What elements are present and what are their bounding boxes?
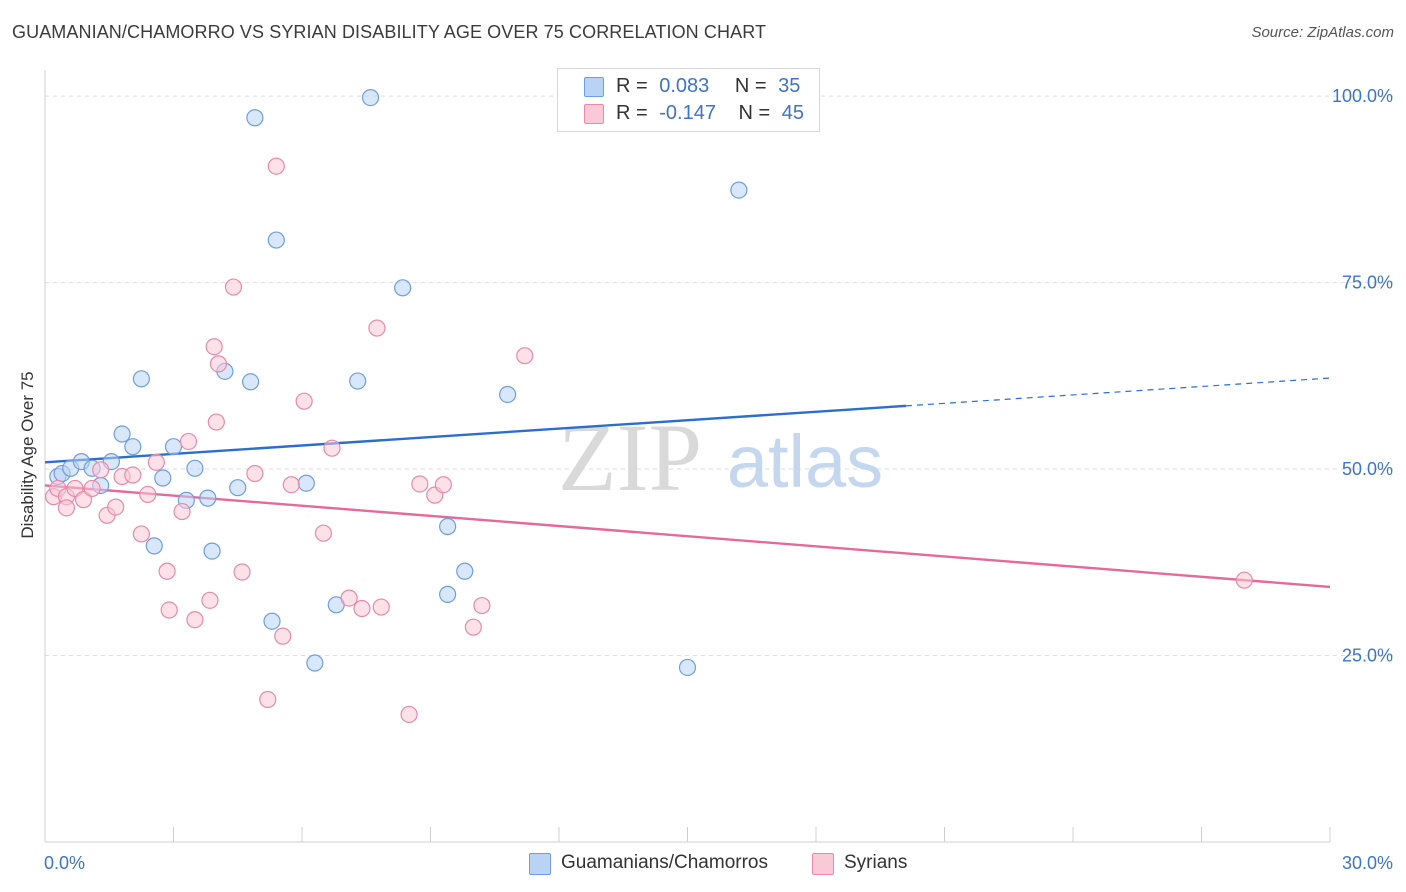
- point-syrian: [295, 392, 313, 410]
- point-syrian: [372, 598, 390, 616]
- data-points: [44, 88, 1253, 724]
- point-syrian: [147, 453, 165, 471]
- legend-n-value-1: 35: [778, 75, 801, 97]
- point-syrian: [132, 525, 150, 543]
- point-syrian: [246, 464, 264, 483]
- point-syrian: [160, 601, 178, 619]
- point-guamanian: [113, 425, 131, 443]
- point-guamanian: [124, 438, 142, 456]
- point-guamanian: [456, 562, 474, 580]
- point-guamanian: [164, 438, 183, 456]
- y-tick-label: 25.0%: [1342, 646, 1393, 666]
- correlation-legend: R = 0.083 N = 35 R = -0.147 N = 45: [557, 68, 820, 132]
- point-syrian: [57, 499, 76, 517]
- point-guamanian: [186, 459, 204, 477]
- point-guamanian: [246, 109, 264, 127]
- point-syrian: [368, 319, 386, 337]
- point-syrian: [267, 157, 285, 175]
- point-syrian: [139, 485, 157, 504]
- point-guamanian: [267, 231, 285, 249]
- series-label-syrians: Syrians: [844, 852, 908, 873]
- point-syrian: [282, 476, 300, 494]
- point-guamanian: [730, 181, 748, 199]
- series-label-guamanians: Guamanians/Chamorros: [561, 852, 768, 873]
- point-guamanian: [349, 372, 367, 390]
- legend-r-value-1: 0.083: [659, 75, 710, 97]
- point-guamanian: [132, 370, 150, 388]
- point-guamanian: [499, 385, 517, 404]
- point-guamanian: [394, 279, 412, 297]
- axes: [44, 70, 1331, 843]
- y-tick-label: 50.0%: [1342, 459, 1393, 479]
- watermark: ZIP atlas: [558, 404, 883, 511]
- tick-labels: 25.0% 50.0% 75.0% 100.0% 0.0% 30.0%: [44, 86, 1393, 873]
- point-guamanian: [154, 469, 172, 487]
- y-tick-label: 100.0%: [1332, 86, 1393, 106]
- point-syrian: [158, 562, 176, 580]
- point-syrian: [259, 690, 277, 709]
- point-guamanian: [203, 542, 221, 560]
- point-guamanian: [306, 654, 324, 672]
- point-syrian: [207, 413, 225, 431]
- point-guamanian: [263, 612, 281, 630]
- legend-r-label-1: R =: [616, 75, 648, 97]
- point-syrian: [92, 461, 110, 479]
- legend-n-value-2: 45: [781, 102, 805, 124]
- point-syrian: [124, 466, 142, 484]
- point-syrian: [201, 591, 219, 609]
- point-guamanian: [361, 88, 380, 107]
- legend-n-label-1: N =: [734, 75, 767, 97]
- x-tick-label: 0.0%: [44, 853, 85, 873]
- trend-line-extension: [905, 377, 1331, 407]
- point-syrian: [233, 563, 251, 581]
- point-syrian: [473, 596, 491, 615]
- point-syrian: [173, 502, 191, 521]
- point-syrian: [516, 347, 534, 365]
- y-tick-label: 75.0%: [1342, 273, 1393, 293]
- point-syrian: [274, 627, 292, 645]
- point-syrian: [205, 338, 223, 356]
- point-syrian: [209, 355, 228, 373]
- point-guamanian: [199, 489, 217, 507]
- legend-swatch-blue: [584, 77, 604, 97]
- legend-r-label-2: R =: [616, 102, 648, 124]
- point-syrian: [400, 705, 418, 724]
- point-syrian: [179, 432, 198, 451]
- point-syrian: [411, 475, 429, 493]
- point-syrian: [434, 476, 452, 494]
- point-syrian: [353, 599, 371, 618]
- point-syrian: [83, 479, 101, 498]
- point-syrian: [224, 278, 243, 296]
- trend-line-guamanian: [44, 404, 907, 464]
- source-label: Source: ZipAtlas.com: [1251, 24, 1394, 41]
- x-tick-label: 30.0%: [1342, 853, 1393, 873]
- point-syrian: [1235, 571, 1253, 589]
- point-guamanian: [678, 658, 697, 677]
- point-guamanian: [229, 479, 247, 497]
- legend-r-value-2: -0.147: [659, 102, 716, 124]
- point-guamanian: [439, 585, 457, 603]
- trend-lines: [44, 377, 1331, 589]
- point-guamanian: [439, 517, 457, 536]
- series-swatch-guamanians: [529, 853, 551, 875]
- point-syrian: [464, 618, 482, 636]
- point-syrian: [323, 439, 341, 457]
- point-syrian: [340, 589, 358, 607]
- point-syrian: [186, 611, 204, 629]
- point-syrian: [107, 498, 125, 516]
- legend-n-label-2: N =: [738, 102, 771, 124]
- point-guamanian: [242, 373, 260, 391]
- watermark-atlas: atlas: [727, 420, 883, 503]
- legend-swatch-pink: [584, 104, 604, 124]
- point-guamanian: [145, 537, 163, 555]
- point-syrian: [314, 524, 333, 542]
- trend-line-syrian: [44, 484, 1331, 589]
- point-guamanian: [297, 474, 315, 492]
- chart-title: GUAMANIAN/CHAMORRO VS SYRIAN DISABILITY …: [12, 22, 767, 42]
- series-swatch-syrians: [812, 853, 834, 875]
